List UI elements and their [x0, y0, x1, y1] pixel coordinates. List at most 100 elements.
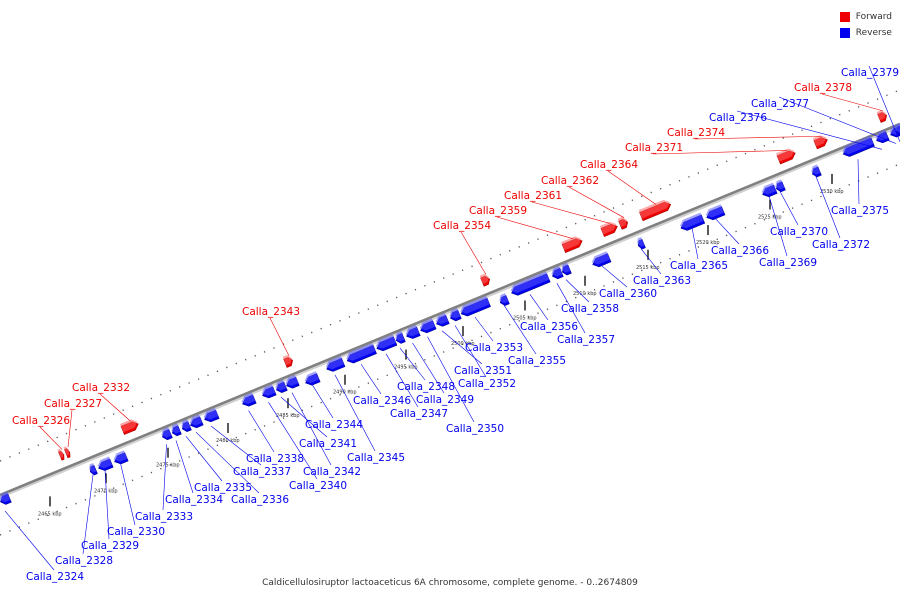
scale-ticks: 2465 kbp 2470 kbp 2475 kbp 2480 kbp 2485 kbp…: [38, 173, 844, 517]
leader-line: [821, 93, 884, 112]
leader-line: [815, 176, 841, 239]
gene-label-calla-2372[interactable]: Calla_2372: [812, 239, 870, 251]
tick-label: 2505 kbp: [513, 316, 537, 322]
leader-line: [460, 231, 487, 275]
leader-line: [427, 336, 475, 423]
gene-label-calla-2346[interactable]: Calla_2346: [353, 395, 411, 407]
leader-line: [104, 469, 110, 540]
leader-line: [39, 426, 63, 450]
leader-line: [120, 463, 136, 526]
gene-label-calla-2349[interactable]: Calla_2349: [416, 394, 474, 406]
gene-glyph-highlight: [510, 271, 550, 294]
gene-label-calla-2364[interactable]: Calla_2364: [580, 159, 638, 171]
leader-line: [778, 96, 897, 144]
leader-line: [311, 384, 334, 419]
gene-glyph-highlight: [561, 262, 571, 273]
gene-glyph-highlight: [419, 318, 436, 331]
gene-label-calla-2341[interactable]: Calla_2341: [299, 438, 357, 450]
gene-label-calla-2375[interactable]: Calla_2375: [831, 205, 889, 217]
tick-label: 2495 kbp: [394, 365, 418, 371]
leader-line: [868, 65, 900, 142]
gene-glyph-highlight: [275, 379, 287, 391]
gene-label-calla-2360[interactable]: Calla_2360: [599, 288, 657, 300]
gene-glyph-highlight: [435, 312, 449, 325]
gene-label-calla-2376[interactable]: Calla_2376: [709, 112, 767, 124]
leader-line: [694, 135, 822, 140]
legend-item-reverse: Reverse: [839, 25, 892, 41]
gene-label-calla-2326[interactable]: Calla_2326: [12, 415, 70, 427]
tick-label: 2515 kbp: [636, 265, 660, 271]
leader-line: [529, 294, 549, 321]
gene-label-calla-2340[interactable]: Calla_2340: [289, 480, 347, 492]
gene-glyph-highlight: [761, 182, 777, 195]
leader-line: [714, 217, 740, 245]
gene-glyph-highlight: [875, 129, 889, 141]
gene-label-calla-2338[interactable]: Calla_2338: [246, 453, 304, 465]
leader-line: [185, 436, 223, 482]
gene-label-calla-2369[interactable]: Calla_2369: [759, 257, 817, 269]
gene-label-calla-2379[interactable]: Calla_2379: [841, 67, 899, 79]
gene-label-calla-2371[interactable]: Calla_2371: [625, 142, 683, 154]
legend-label-forward: Forward: [855, 12, 892, 22]
gene-label-calla-2337[interactable]: Calla_2337: [233, 466, 291, 478]
gene-label-calla-2359[interactable]: Calla_2359: [469, 205, 527, 217]
gene-glyph-highlight: [282, 355, 292, 366]
gene-label-calla-2334[interactable]: Calla_2334: [165, 494, 223, 506]
tick-label: 2520 kbp: [696, 240, 720, 246]
gene-label-calla-2333[interactable]: Calla_2333: [135, 511, 193, 523]
gene-label-calla-2378[interactable]: Calla_2378: [794, 82, 852, 94]
leader-line: [280, 396, 328, 438]
gene-label-calla-2348[interactable]: Calla_2348: [397, 381, 455, 393]
gene-glyph-highlight: [0, 491, 11, 503]
gene-label-calla-2335[interactable]: Calla_2335: [194, 482, 252, 494]
gene-glyph-highlight: [876, 110, 886, 121]
gene-label-calla-2352[interactable]: Calla_2352: [458, 378, 516, 390]
gene-glyph-highlight: [637, 237, 645, 247]
leader-line: [67, 409, 73, 447]
gene-label-calla-2347[interactable]: Calla_2347: [390, 408, 448, 420]
gene-glyph-highlight: [113, 450, 128, 462]
gene-glyph-highlight: [638, 199, 670, 219]
gene-label-calla-2355[interactable]: Calla_2355: [508, 355, 566, 367]
tick-label: 2480 kbp: [216, 438, 240, 444]
gene-label-calla-2356[interactable]: Calla_2356: [520, 321, 578, 333]
gene-label-calla-2366[interactable]: Calla_2366: [711, 245, 769, 257]
gene-label-calla-2354[interactable]: Calla_2354: [433, 220, 491, 232]
gene-glyph-highlight: [181, 419, 191, 430]
gene-label-calla-2343[interactable]: Calla_2343: [242, 306, 300, 318]
gene-label-calla-2377[interactable]: Calla_2377: [751, 98, 809, 110]
gene-label-calla-2324[interactable]: Calla_2324: [26, 571, 84, 583]
gene-label-calla-2330[interactable]: Calla_2330: [107, 526, 165, 538]
gene-label-calla-2358[interactable]: Calla_2358: [561, 303, 619, 315]
gene-label-calla-2363[interactable]: Calla_2363: [633, 275, 691, 287]
gene-label-calla-2336[interactable]: Calla_2336: [231, 494, 289, 506]
gene-label-calla-2328[interactable]: Calla_2328: [55, 555, 113, 567]
gene-label-calla-2351[interactable]: Calla_2351: [454, 365, 512, 377]
legend: Forward Reverse: [839, 9, 892, 41]
gene-label-calla-2357[interactable]: Calla_2357: [557, 334, 615, 346]
gene-label-calla-2374[interactable]: Calla_2374: [667, 127, 725, 139]
gene-label-calla-2370[interactable]: Calla_2370: [770, 226, 828, 238]
gene-glyph-highlight: [499, 293, 509, 304]
leader-line: [268, 402, 318, 480]
gene-label-calla-2365[interactable]: Calla_2365: [670, 260, 728, 272]
gene-labels: Calla_2324 Calla_2326 Calla_2327 Calla_2328…: [4, 65, 900, 583]
gene-label-calla-2327[interactable]: Calla_2327: [44, 398, 102, 410]
gene-label-calla-2361[interactable]: Calla_2361: [504, 190, 562, 202]
tick-label: 2490 kbp: [333, 390, 357, 396]
gene-label-calla-2345[interactable]: Calla_2345: [347, 452, 405, 464]
leader-line: [652, 150, 788, 155]
gene-label-calla-2362[interactable]: Calla_2362: [541, 175, 599, 187]
gene-label-calla-2350[interactable]: Calla_2350: [446, 423, 504, 435]
gene-label-calla-2353[interactable]: Calla_2353: [465, 342, 523, 354]
gene-glyph-highlight: [460, 295, 490, 314]
gene-glyph-highlight: [479, 273, 489, 284]
legend-item-forward: Forward: [839, 9, 892, 25]
gene-glyph-highlight: [63, 446, 70, 456]
gene-label-calla-2342[interactable]: Calla_2342: [303, 466, 361, 478]
gene-label-calla-2329[interactable]: Calla_2329: [81, 540, 139, 552]
gene-glyph-highlight: [97, 456, 113, 469]
gene-label-calla-2332[interactable]: Calla_2332: [72, 382, 130, 394]
gene-label-calla-2344[interactable]: Calla_2344: [305, 419, 363, 431]
leader-line: [334, 374, 376, 452]
